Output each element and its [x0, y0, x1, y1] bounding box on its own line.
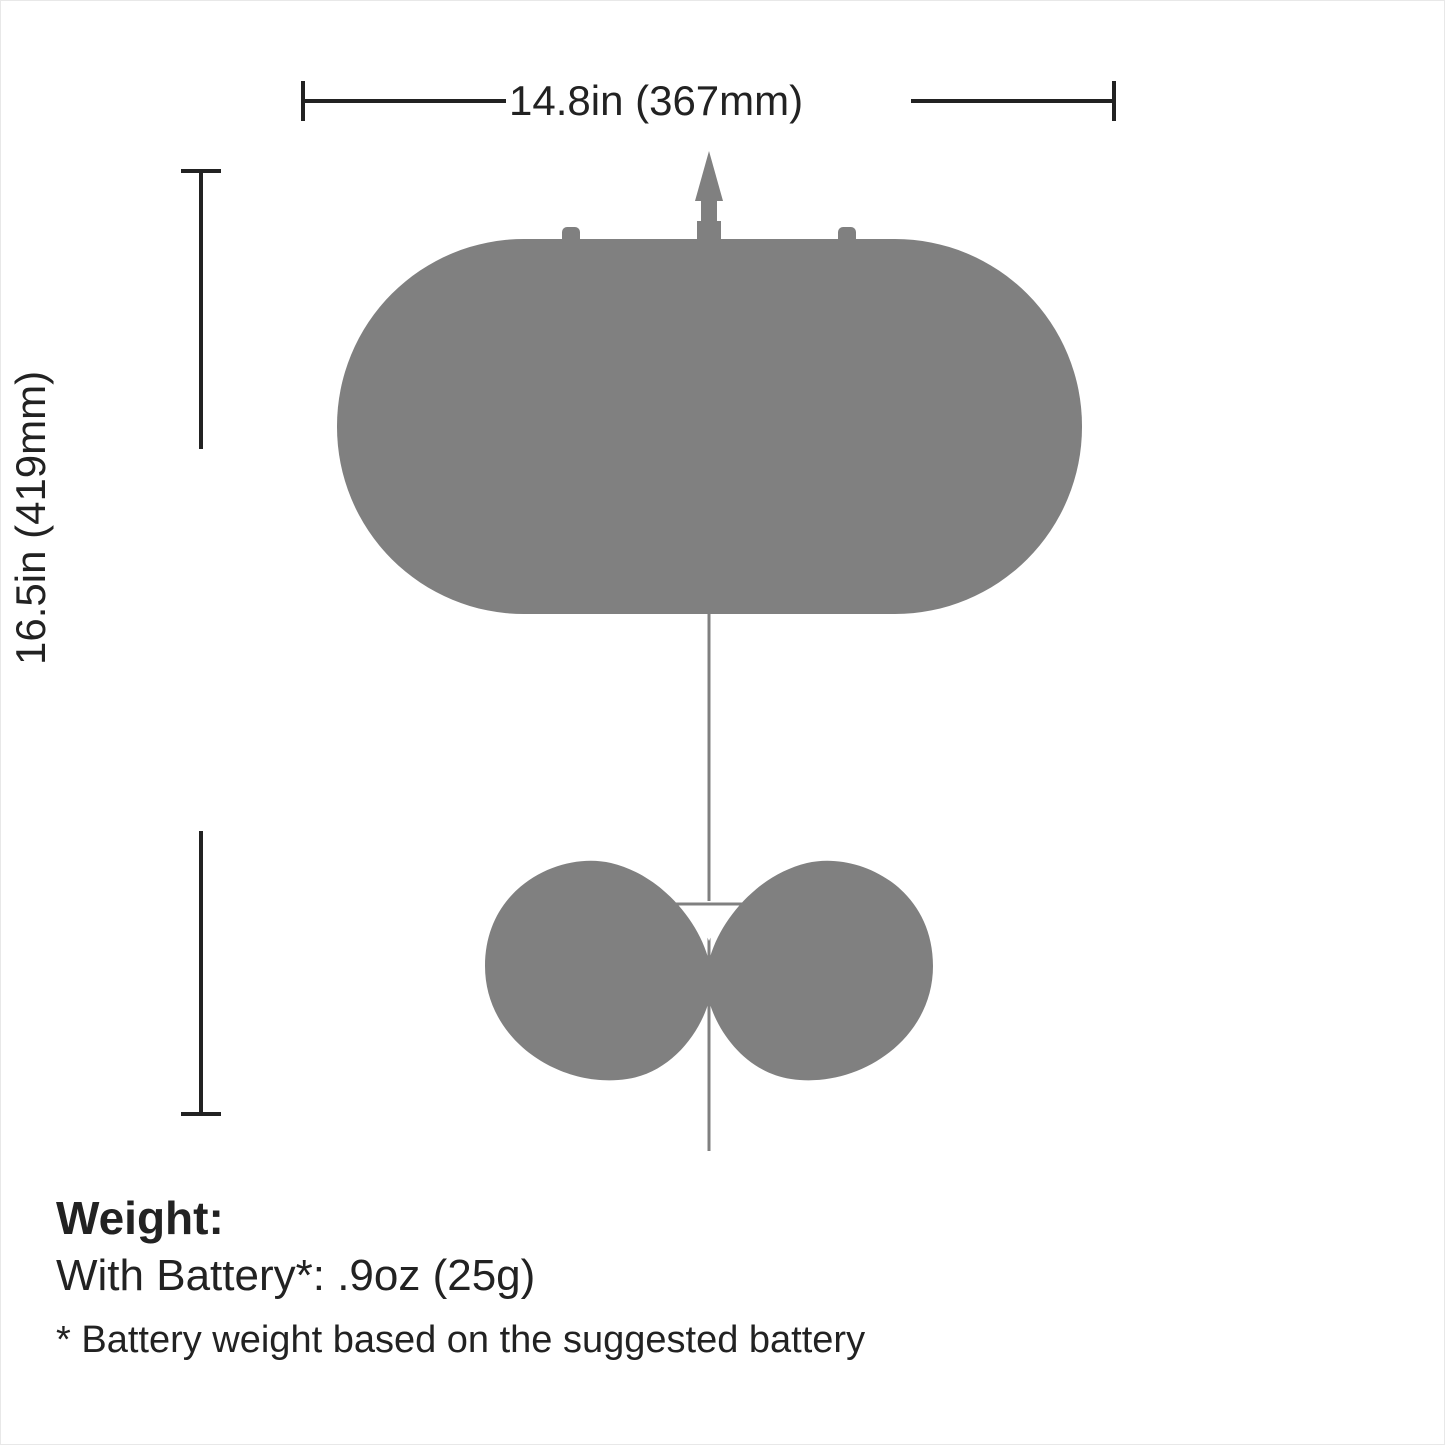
- weight-footnote: * Battery weight based on the suggested …: [56, 1319, 865, 1362]
- spec-diagram: 14.8in (367mm) 16.5in (419mm) Weight: Wi…: [0, 0, 1445, 1445]
- weight-block: Weight: With Battery*: .9oz (25g) * Batt…: [56, 1191, 865, 1362]
- weight-title: Weight:: [56, 1191, 865, 1245]
- weight-with-battery: With Battery*: .9oz (25g): [56, 1251, 865, 1301]
